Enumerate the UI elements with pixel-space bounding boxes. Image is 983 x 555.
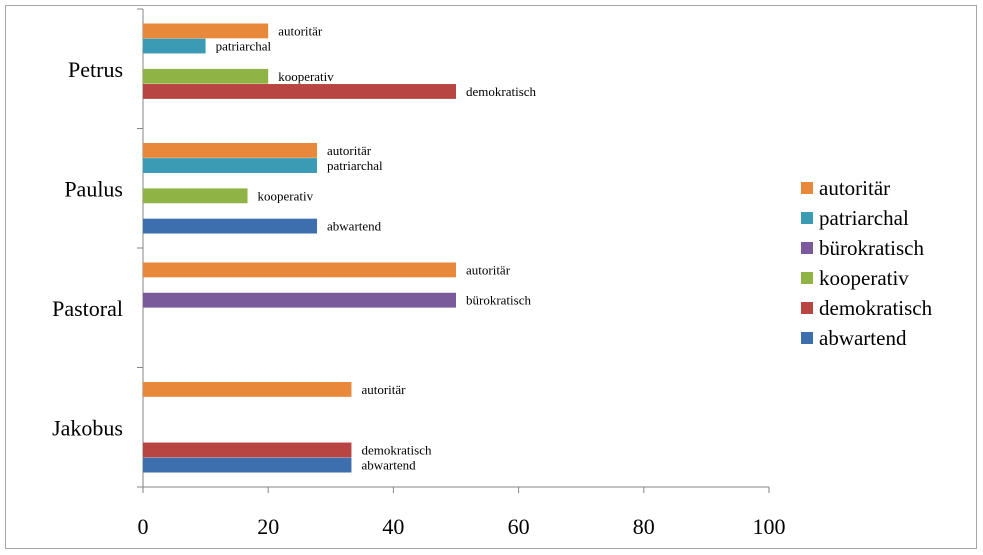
category-label: Petrus <box>68 57 123 82</box>
x-tick-label: 80 <box>633 514 655 539</box>
x-tick-label: 20 <box>257 514 279 539</box>
bar-data-label: patriarchal <box>216 39 272 54</box>
legend-swatch <box>801 302 813 314</box>
legend-swatch <box>801 272 813 284</box>
legend-entry: patriarchal <box>819 206 909 230</box>
category-label: Pastoral <box>52 296 123 321</box>
bar <box>143 292 456 308</box>
bar <box>143 457 352 473</box>
bar <box>143 23 269 39</box>
chart-frame: 0 20 40 60 80 100 Petrus Paulus Pastoral Jakobus … <box>5 5 977 549</box>
legend-entry: demokratisch <box>819 296 933 320</box>
bar <box>143 218 318 234</box>
bar-chart: 0 20 40 60 80 100PetrusPaulusPastoralJakobus … <box>52 8 933 539</box>
bar-data-label: patriarchal <box>327 158 383 173</box>
legend-entry: kooperativ <box>819 266 909 290</box>
bar <box>143 38 206 54</box>
category-label: Jakobus <box>52 415 123 440</box>
bar-data-label: autoritär <box>278 23 323 38</box>
legend-entry: abwartend <box>819 326 907 350</box>
bar-data-label: demokratisch <box>466 84 537 99</box>
legend-entry: bürokratisch <box>819 236 924 260</box>
legend-swatch <box>801 182 813 194</box>
axes: 0 20 40 60 80 100 Petrus Paulus Pastoral Jakobus <box>52 8 786 539</box>
bar-data-label: bürokratisch <box>466 293 531 308</box>
legend-swatch <box>801 242 813 254</box>
legend-entry: autoritär <box>819 176 890 200</box>
bar-data-label: autoritär <box>361 382 406 397</box>
bar <box>143 188 248 204</box>
bar-data-label: abwartend <box>327 219 382 234</box>
x-tick-label: 60 <box>508 514 530 539</box>
x-tick-label: 0 <box>138 514 149 539</box>
bar-data-label: kooperativ <box>278 69 334 84</box>
bar <box>143 158 318 173</box>
x-tick-label: 100 <box>753 514 786 539</box>
bar-data-label: autoritär <box>327 143 372 158</box>
bar-data-label: abwartend <box>361 458 416 473</box>
legend-swatch <box>801 332 813 344</box>
bar <box>143 442 352 458</box>
bar-data-label: kooperativ <box>258 188 314 203</box>
legend-swatch <box>801 212 813 224</box>
legend: autoritär patriarchal bürokratisch kooperat… <box>801 176 933 350</box>
bar-data-label: autoritär <box>466 262 511 277</box>
category-label: Paulus <box>64 176 123 201</box>
bar <box>143 84 456 99</box>
bar <box>143 262 456 278</box>
bar-data-label: demokratisch <box>361 442 432 457</box>
bars: autoritärpatriarchalkooperativdemokratis… <box>143 23 537 473</box>
bar <box>143 68 269 84</box>
x-tick-label: 40 <box>382 514 404 539</box>
bar <box>143 381 352 397</box>
bar <box>143 142 318 158</box>
